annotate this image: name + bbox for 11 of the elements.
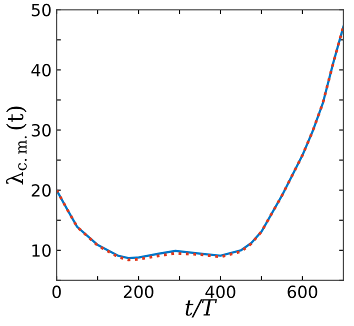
y-tick-label: 10 [32, 244, 51, 257]
y-tick-label: 50 [32, 4, 51, 16]
x-tick-label: 400 [205, 286, 236, 298]
x-tick-label: 600 [288, 286, 318, 298]
x-tick-label: 0 [52, 286, 61, 298]
x-axis-title: t/T [186, 299, 217, 318]
y-tick-label: 20 [32, 184, 51, 197]
y-axis-title: λ$_{c.m.}$(t) [6, 106, 27, 184]
y-tick-label: 40 [31, 64, 51, 76]
y-tick-label: 30 [32, 124, 51, 137]
x-tick-label: 200 [124, 286, 154, 298]
